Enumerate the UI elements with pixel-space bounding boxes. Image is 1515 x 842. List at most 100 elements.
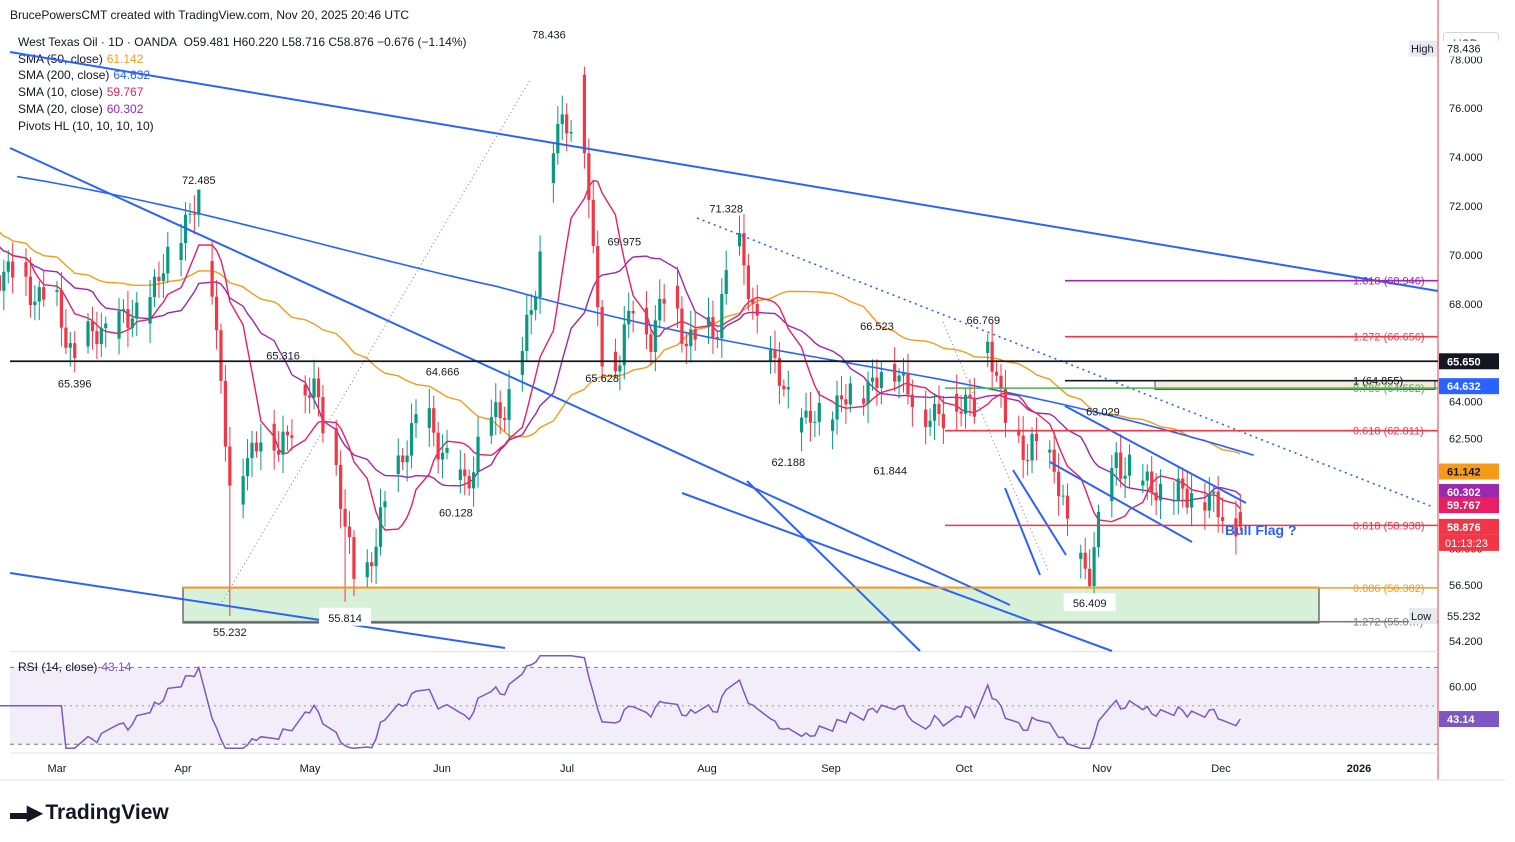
candle[interactable] [1158, 469, 1163, 520]
candle[interactable] [126, 290, 130, 348]
candle[interactable] [804, 392, 808, 424]
candle[interactable] [259, 423, 263, 471]
candle[interactable] [746, 253, 750, 311]
candle[interactable] [161, 253, 165, 299]
candle[interactable] [556, 105, 560, 165]
candle[interactable] [1065, 483, 1070, 537]
candle[interactable] [219, 323, 223, 394]
candle[interactable] [897, 368, 901, 399]
candle[interactable] [1185, 469, 1189, 514]
candle[interactable] [42, 270, 46, 307]
candle[interactable] [33, 285, 37, 321]
candle[interactable] [245, 439, 250, 491]
candle[interactable] [343, 489, 347, 602]
candle[interactable] [1234, 500, 1238, 555]
candle[interactable] [755, 284, 759, 334]
candle[interactable] [831, 411, 835, 450]
candle[interactable] [742, 214, 746, 285]
candle[interactable] [565, 103, 569, 152]
candle[interactable] [1123, 457, 1127, 499]
price-badge-bg[interactable] [1439, 378, 1499, 395]
candle[interactable] [188, 203, 192, 224]
candle[interactable] [316, 367, 321, 417]
candle[interactable] [1221, 497, 1225, 534]
candle[interactable] [157, 261, 161, 299]
candle[interactable] [569, 119, 573, 142]
candle[interactable] [1212, 485, 1216, 512]
candle[interactable] [901, 357, 906, 393]
candle[interactable] [1189, 475, 1194, 527]
candle[interactable] [773, 330, 777, 374]
candle[interactable] [777, 342, 782, 405]
candle[interactable] [538, 235, 542, 314]
candle[interactable] [1216, 475, 1220, 533]
price-badge-bg[interactable] [1439, 607, 1499, 624]
candle[interactable] [370, 552, 374, 583]
candle[interactable] [866, 371, 870, 424]
candle[interactable] [281, 415, 285, 474]
candle[interactable] [627, 292, 631, 339]
candle[interactable] [715, 330, 719, 349]
candle[interactable] [228, 427, 232, 616]
candle[interactable] [680, 296, 684, 353]
candle[interactable] [440, 434, 445, 479]
candle[interactable] [192, 195, 196, 235]
candle[interactable] [86, 312, 90, 354]
bull-flag-annotation[interactable]: Bull Flag ? [1225, 522, 1297, 538]
candle[interactable] [870, 359, 875, 391]
candle[interactable] [711, 300, 715, 354]
candle[interactable] [250, 430, 254, 477]
candle[interactable] [622, 306, 626, 380]
candle[interactable] [472, 456, 476, 507]
candle[interactable] [560, 95, 564, 141]
candle[interactable] [374, 528, 378, 584]
candle[interactable] [941, 395, 945, 445]
candle[interactable] [312, 359, 316, 410]
candle[interactable] [179, 223, 183, 277]
candle[interactable] [786, 370, 790, 409]
candle[interactable] [254, 431, 259, 458]
candle[interactable] [24, 248, 28, 296]
candle[interactable] [959, 395, 963, 427]
candle[interactable] [409, 403, 414, 469]
candle[interactable] [55, 280, 59, 307]
candle[interactable] [152, 269, 157, 307]
candle[interactable] [662, 283, 666, 322]
candle[interactable] [6, 250, 10, 284]
candle[interactable] [1083, 537, 1087, 579]
candle[interactable] [401, 448, 405, 470]
candle[interactable] [813, 410, 817, 437]
candle[interactable] [999, 364, 1003, 408]
candle[interactable] [587, 138, 591, 219]
candle[interactable] [378, 488, 383, 556]
candle[interactable] [591, 180, 595, 254]
candle[interactable] [910, 379, 914, 427]
candle[interactable] [1079, 544, 1083, 579]
symbol-title[interactable]: West Texas Oil · 1D · OANDA [18, 35, 177, 49]
candle[interactable] [272, 409, 276, 470]
candle[interactable] [467, 469, 471, 496]
price-badge-bg[interactable] [1439, 353, 1499, 370]
candle[interactable] [649, 327, 653, 366]
candle[interactable] [1172, 481, 1176, 515]
candle[interactable] [1088, 549, 1092, 588]
candle[interactable] [121, 299, 126, 323]
candle[interactable] [290, 419, 294, 451]
candle[interactable] [693, 311, 697, 351]
wedge-left-line[interactable] [1004, 487, 1041, 576]
candle[interactable] [1061, 484, 1065, 506]
candle[interactable] [534, 290, 538, 321]
candle[interactable] [210, 241, 214, 305]
candle[interactable] [600, 299, 604, 380]
dotted-trendline[interactable] [696, 217, 1434, 508]
candle[interactable] [1141, 463, 1145, 494]
candle[interactable] [73, 331, 77, 373]
price-badge-bg[interactable] [1439, 40, 1499, 57]
candle[interactable] [848, 376, 852, 413]
candle[interactable] [2, 259, 6, 311]
candle[interactable] [405, 440, 409, 482]
candle[interactable] [994, 360, 999, 382]
candle[interactable] [932, 393, 937, 441]
candle[interactable] [498, 390, 502, 435]
candle[interactable] [59, 272, 64, 347]
